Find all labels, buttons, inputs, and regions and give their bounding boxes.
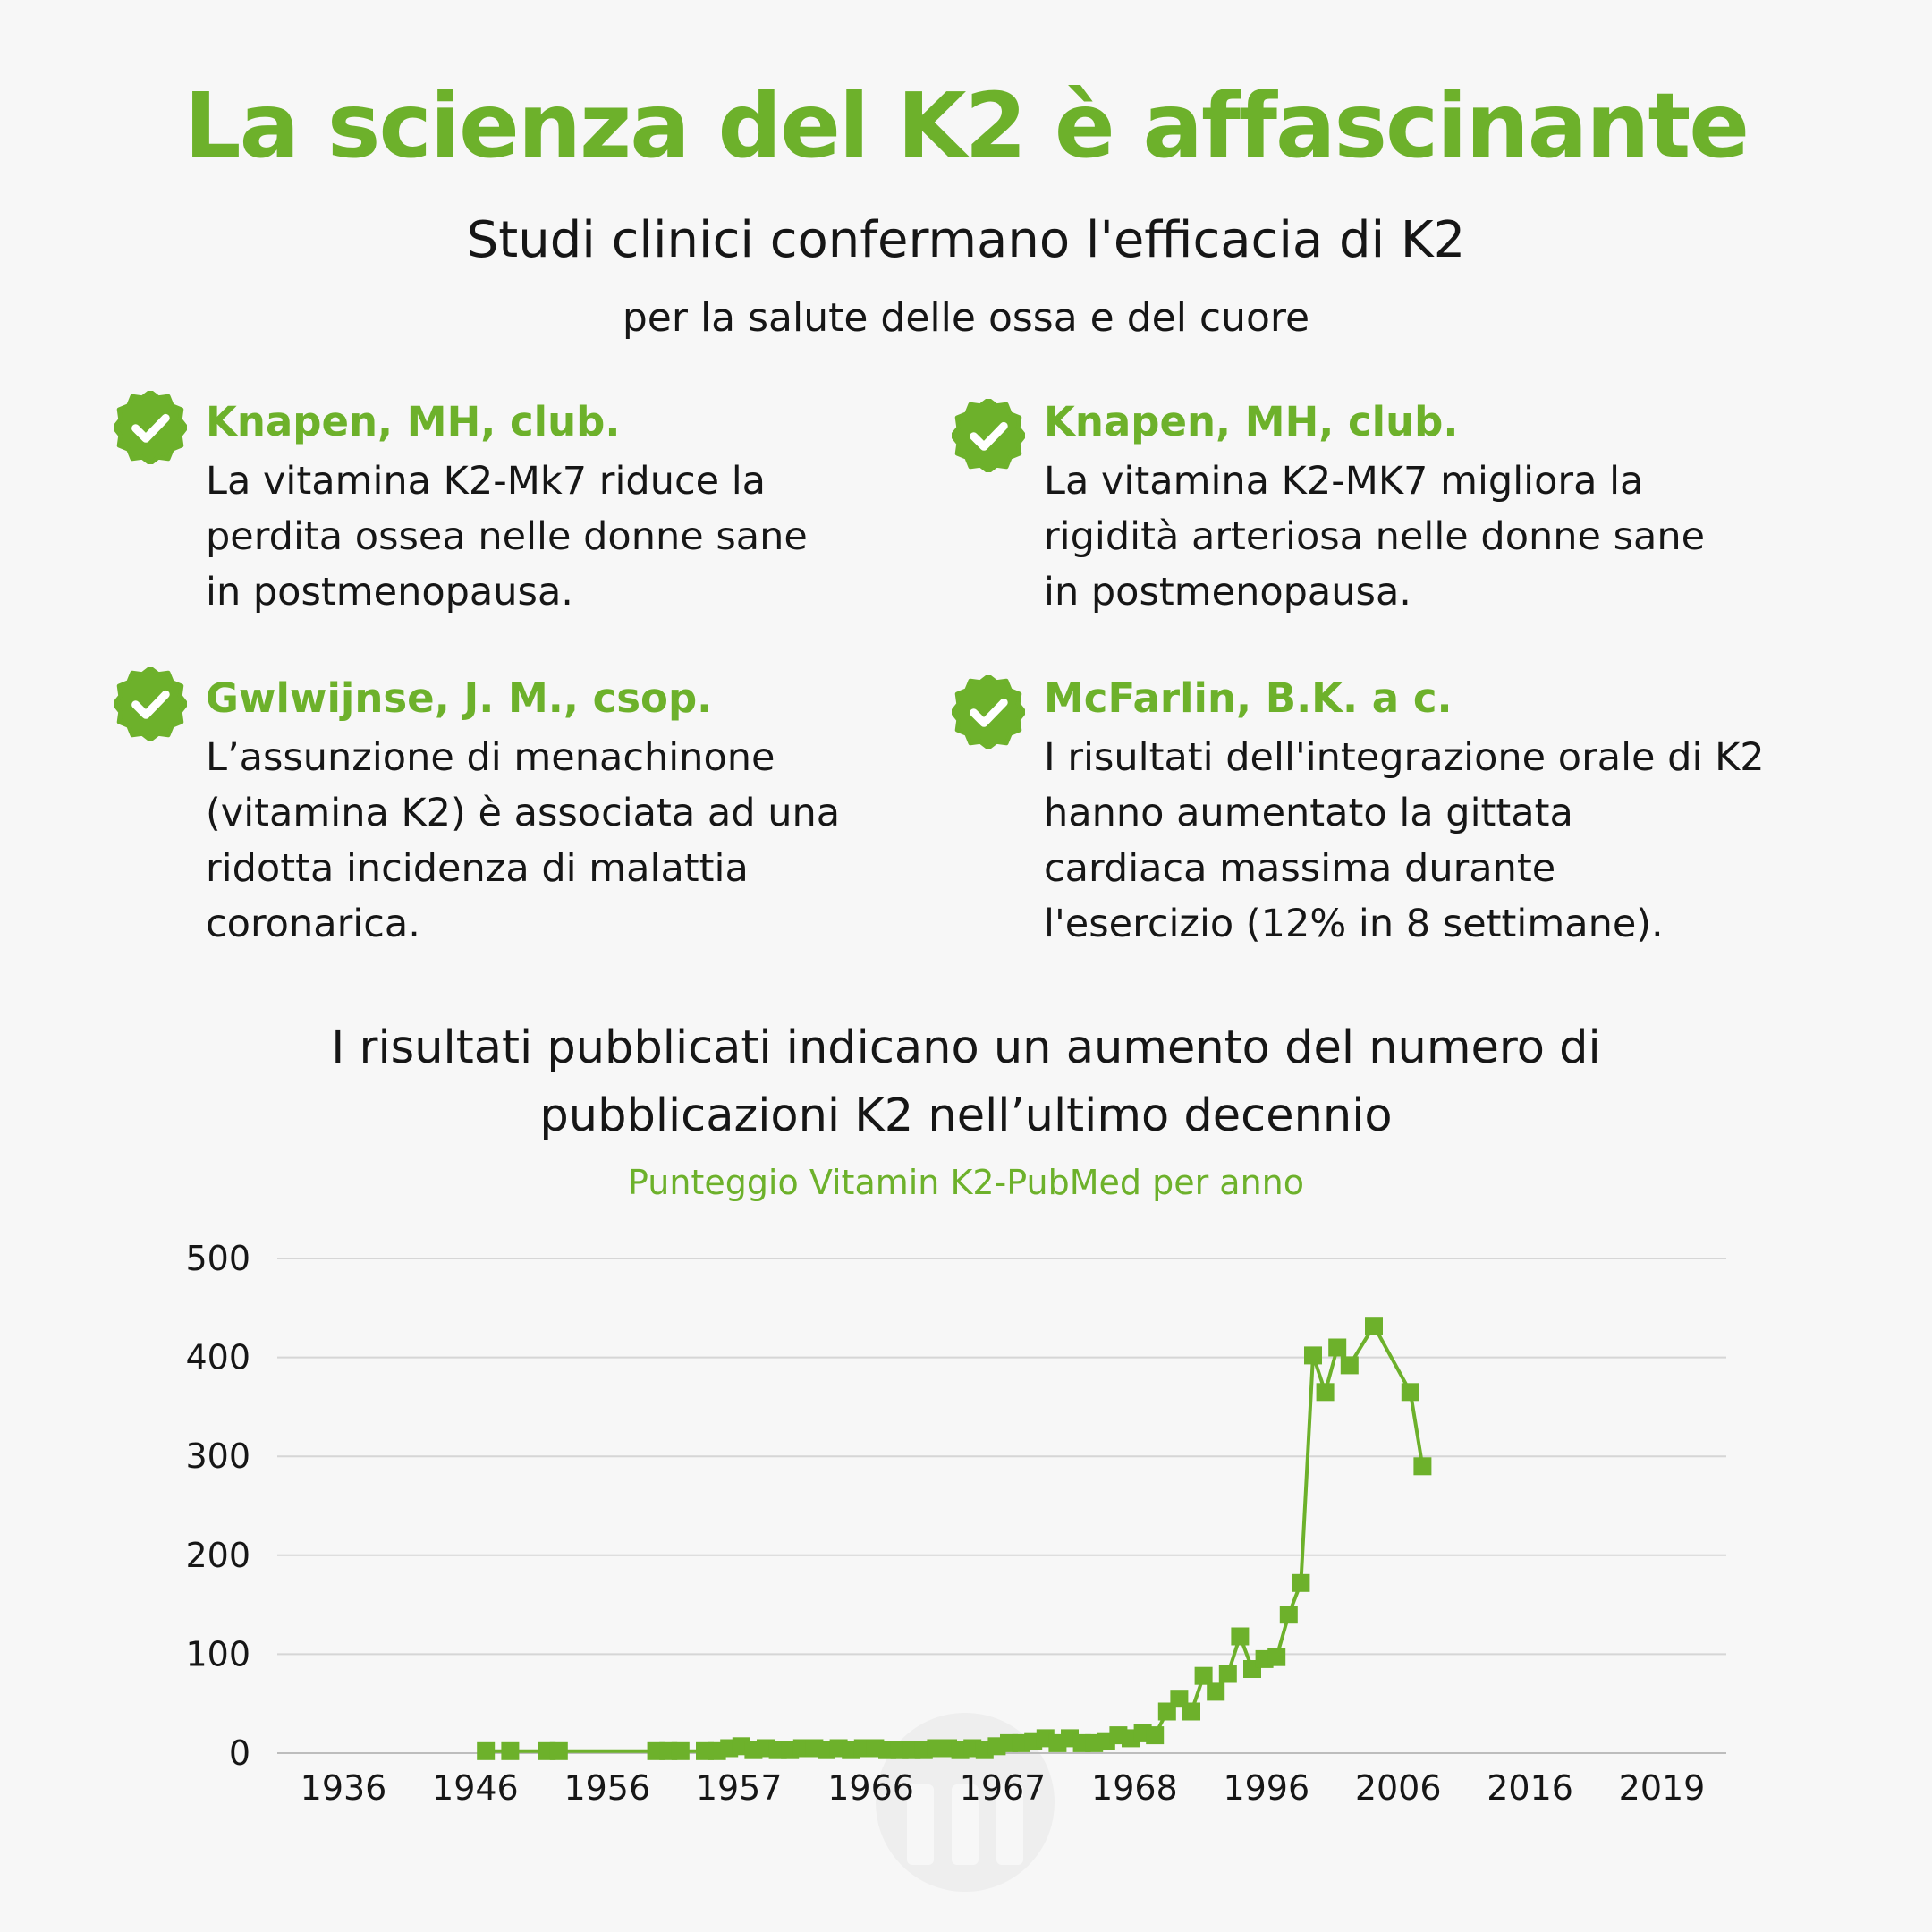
study-description: La vitamina K2-Mk7 riduce la perdita oss… bbox=[206, 453, 948, 620]
data-point bbox=[501, 1741, 520, 1760]
chart-heading: I risultati pubblicati indicano un aumen… bbox=[0, 1014, 1932, 1150]
data-point bbox=[1316, 1383, 1335, 1402]
study-description-line: perdita ossea nelle donne sane bbox=[206, 514, 808, 559]
x-tick-label: 1968 bbox=[1091, 1768, 1178, 1808]
study-description: I risultati dell'integrazione orale di K… bbox=[1044, 730, 1786, 952]
study-author: Knapen, MH, club. bbox=[1044, 398, 1459, 445]
chart-title: Punteggio Vitamin K2-PubMed per anno bbox=[628, 1163, 1304, 1202]
study-description-line: in postmenopausa. bbox=[206, 570, 573, 614]
x-tick-label: 2019 bbox=[1619, 1768, 1706, 1808]
study-author: Knapen, MH, club. bbox=[206, 398, 621, 445]
page-subtitle: Studi clinici confermano l'efficacia di … bbox=[466, 211, 1466, 269]
x-tick-label: 1957 bbox=[696, 1768, 783, 1808]
data-point bbox=[1194, 1666, 1213, 1685]
x-tick-label: 1966 bbox=[827, 1768, 914, 1808]
check-badge-icon bbox=[952, 675, 1025, 749]
data-point bbox=[1401, 1383, 1419, 1402]
study-author: McFarlin, B.K. a c. bbox=[1044, 674, 1453, 722]
study-description-line: rigidità arteriosa nelle donne sane bbox=[1044, 514, 1706, 559]
y-tick-label: 300 bbox=[185, 1436, 250, 1476]
data-point bbox=[1207, 1682, 1225, 1701]
data-point bbox=[1304, 1346, 1322, 1365]
data-point bbox=[1413, 1457, 1432, 1476]
check-badge-icon bbox=[114, 667, 187, 741]
check-badge-icon bbox=[952, 399, 1025, 472]
x-tick-label: 1996 bbox=[1223, 1768, 1309, 1808]
study-description-line: La vitamina K2-MK7 migliora la bbox=[1044, 459, 1644, 504]
check-badge-icon bbox=[114, 391, 187, 464]
x-tick-label: 1936 bbox=[301, 1768, 387, 1808]
x-tick-label: 1946 bbox=[432, 1768, 519, 1808]
y-tick-label: 0 bbox=[229, 1733, 250, 1773]
study-author: Gwlwijnse, J. M., csop. bbox=[206, 674, 713, 722]
x-tick-label: 2006 bbox=[1355, 1768, 1442, 1808]
data-point bbox=[1328, 1338, 1347, 1357]
y-tick-label: 100 bbox=[185, 1634, 250, 1674]
x-tick-label: 1956 bbox=[564, 1768, 650, 1808]
study-description-line: l'esercizio (12% in 8 settimane). bbox=[1044, 902, 1664, 946]
data-point bbox=[1182, 1702, 1200, 1721]
data-point bbox=[1231, 1627, 1250, 1646]
data-point bbox=[1146, 1726, 1165, 1745]
data-point bbox=[1267, 1648, 1286, 1666]
study-description: L’assunzione di menachinone (vitamina K2… bbox=[206, 730, 948, 952]
y-tick-label: 200 bbox=[185, 1536, 250, 1575]
x-tick-label: 1967 bbox=[960, 1768, 1046, 1808]
data-point bbox=[1340, 1356, 1359, 1375]
y-tick-label: 400 bbox=[185, 1338, 250, 1377]
data-point bbox=[549, 1741, 568, 1760]
data-point bbox=[1365, 1317, 1383, 1335]
series-line bbox=[486, 1324, 1425, 1753]
study-description-line: coronarica. bbox=[206, 902, 420, 946]
data-point bbox=[1218, 1665, 1237, 1683]
y-tick-label: 500 bbox=[185, 1239, 250, 1278]
study-description-line: hanno aumentato la gittata bbox=[1044, 791, 1573, 835]
chart-heading-line: I risultati pubblicati indicano un aumen… bbox=[331, 1021, 1601, 1074]
chart-heading-line: pubblicazioni K2 nell’ultimo decennio bbox=[539, 1089, 1393, 1142]
study-description-line: in postmenopausa. bbox=[1044, 570, 1411, 614]
page-title: La scienza del K2 è affascinante bbox=[183, 73, 1750, 178]
data-point bbox=[671, 1741, 690, 1760]
data-point bbox=[1292, 1573, 1310, 1592]
study-description: La vitamina K2-MK7 migliora la rigidità … bbox=[1044, 453, 1786, 620]
x-tick-label: 2016 bbox=[1487, 1768, 1573, 1808]
data-point bbox=[477, 1741, 496, 1760]
study-description-line: (vitamina K2) è associata ad una bbox=[206, 791, 841, 835]
data-point bbox=[1279, 1606, 1298, 1624]
study-description-line: I risultati dell'integrazione orale di K… bbox=[1044, 735, 1765, 780]
study-description-line: ridotta incidenza di malattia bbox=[206, 846, 749, 891]
study-description-line: cardiaca massima durante bbox=[1044, 846, 1556, 891]
page-subtitle-secondary: per la salute delle ossa e del cuore bbox=[622, 295, 1310, 341]
study-description-line: L’assunzione di menachinone bbox=[206, 735, 775, 780]
study-description-line: La vitamina K2-Mk7 riduce la bbox=[206, 459, 767, 504]
